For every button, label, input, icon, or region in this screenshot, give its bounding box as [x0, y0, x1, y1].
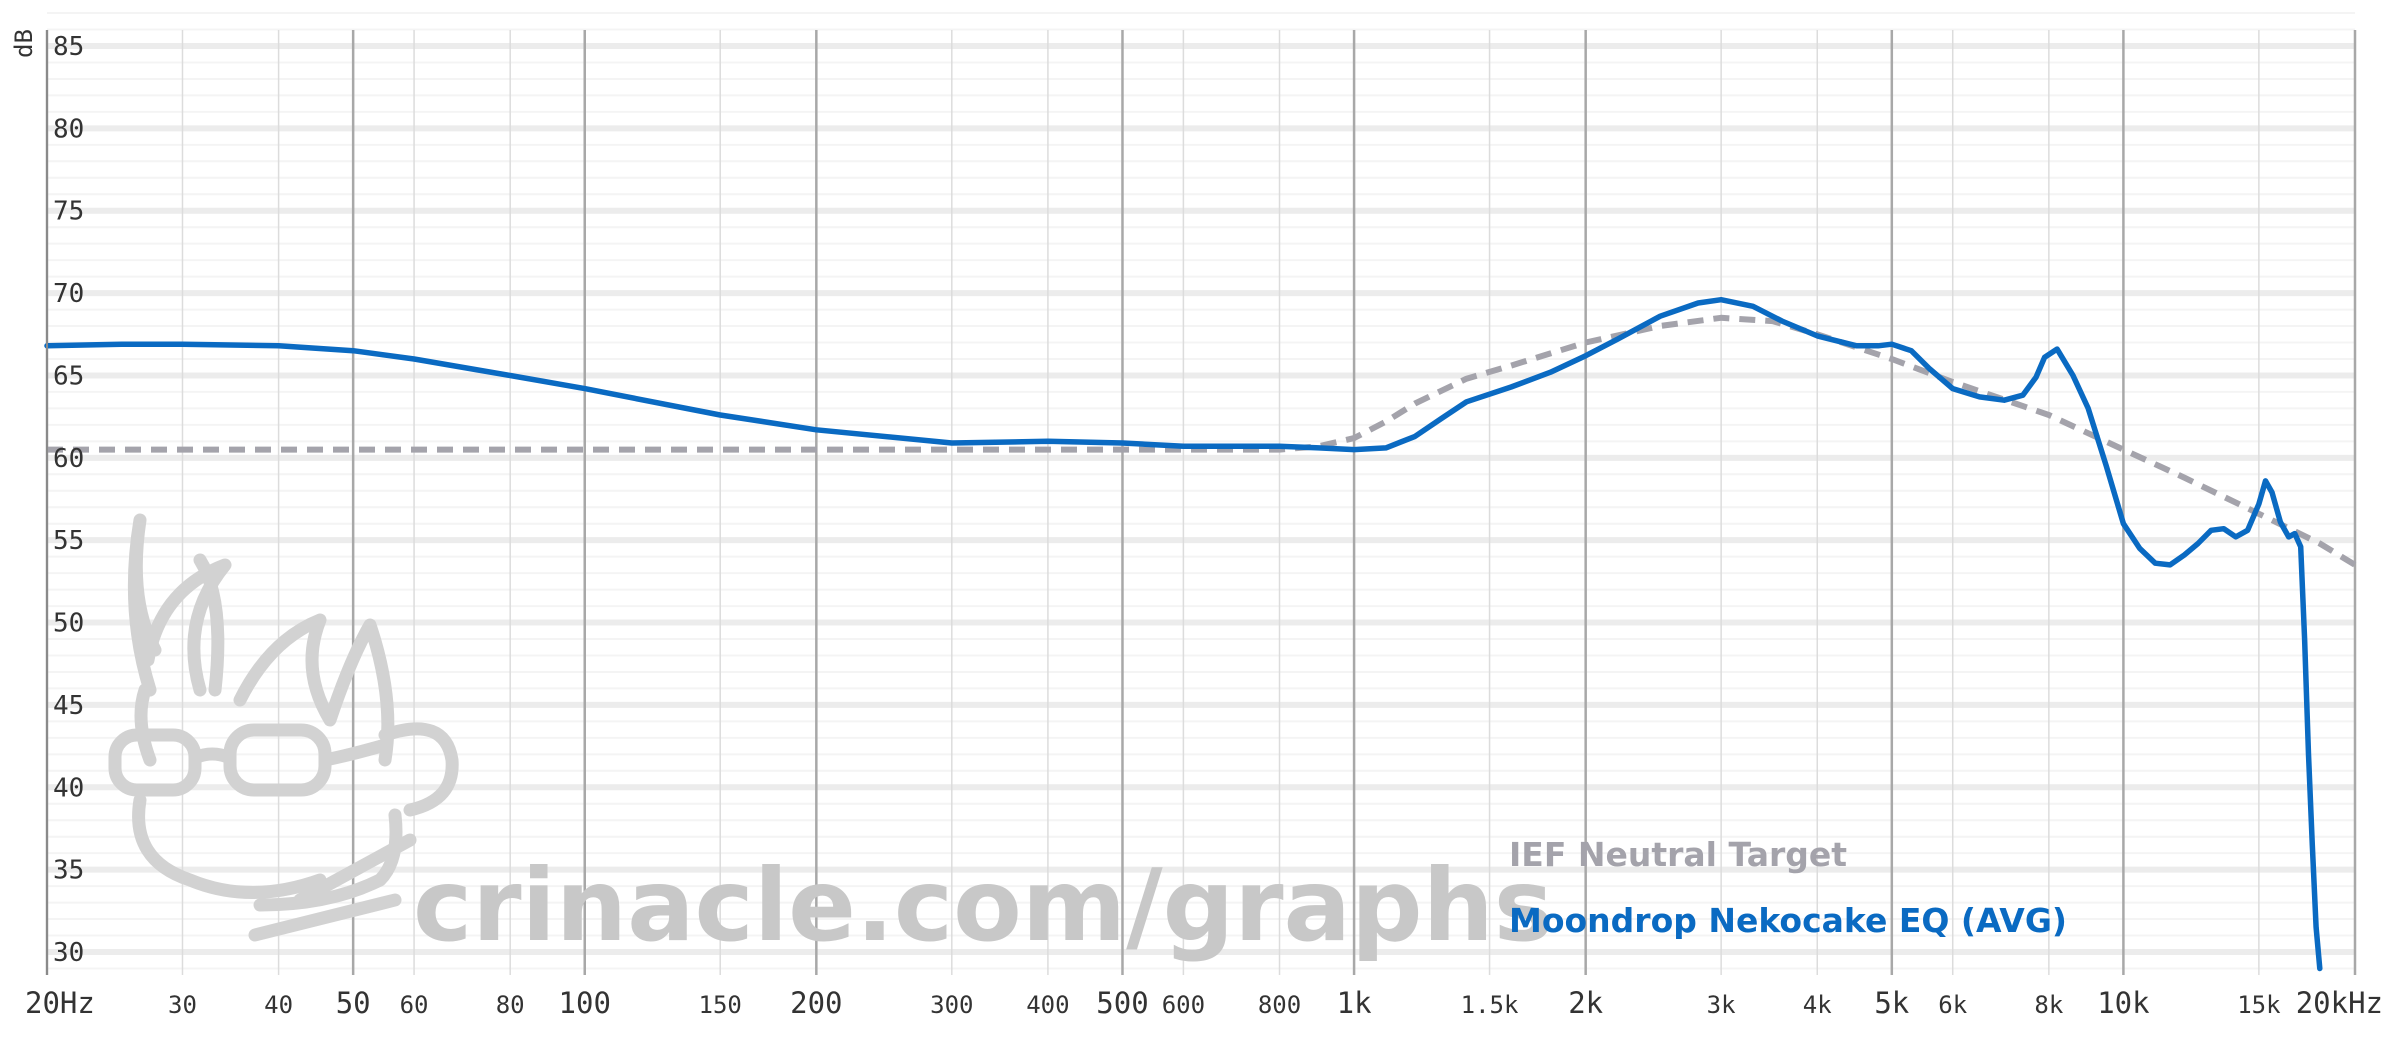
x-tick-label: 30	[168, 991, 197, 1019]
y-tick-label: 45	[53, 691, 84, 721]
x-tick-label: 8k	[2034, 991, 2063, 1019]
legend: IEF Neutral Target Moondrop Nekocake EQ …	[1509, 835, 2067, 940]
y-tick-label: 85	[53, 32, 84, 62]
y-tick-label: 50	[53, 609, 84, 639]
x-tick-label: 80	[496, 991, 525, 1019]
crinacle-mascot-logo	[108, 513, 459, 942]
y-tick-label: 70	[53, 279, 84, 309]
plot-area	[44, 296, 2357, 972]
x-tick-label: 400	[1026, 991, 1069, 1019]
y-tick-label: 30	[53, 938, 84, 968]
x-tick-label: 200	[790, 986, 842, 1020]
horizontal-gridlines	[47, 12, 2355, 970]
x-tick-label: 500	[1096, 986, 1148, 1020]
measurement-curve-line	[44, 296, 2323, 972]
legend-entry-measurement: Moondrop Nekocake EQ (AVG)	[1509, 901, 2067, 940]
x-tick-label: 600	[1162, 991, 1205, 1019]
y-tick-label: 60	[53, 444, 84, 474]
x-tick-label: 1k	[1337, 986, 1372, 1020]
y-tick-label: 80	[53, 114, 84, 144]
x-tick-label: 4k	[1803, 991, 1832, 1019]
x-tick-label: 40	[264, 991, 293, 1019]
y-axis-label: dB	[10, 29, 38, 58]
x-tick-label: 50	[336, 986, 371, 1020]
watermark-text: crinacle.com/graphs	[413, 847, 1553, 964]
x-tick-label: 20kHz	[2296, 986, 2383, 1020]
x-tick-label: 6k	[1938, 991, 1967, 1019]
x-tick-label: 2k	[1568, 986, 1603, 1020]
x-tick-label: 3k	[1707, 991, 1736, 1019]
x-tick-label: 150	[699, 991, 742, 1019]
x-tick-labels: 20Hz 30 40 50 60 80 100 150 200 300 400 500 600 800 1k…	[25, 986, 2383, 1020]
x-tick-label: 20Hz	[25, 986, 95, 1020]
y-tick-label: 40	[53, 773, 84, 803]
x-tick-label: 15k	[2237, 991, 2281, 1019]
x-tick-label: 800	[1258, 991, 1301, 1019]
x-tick-label: 100	[559, 986, 611, 1020]
y-tick-label: 55	[53, 526, 84, 556]
x-tick-label: 300	[930, 991, 973, 1019]
x-tick-label: 60	[400, 991, 429, 1019]
target-curve-line	[47, 314, 2357, 568]
x-tick-label: 10k	[2097, 986, 2150, 1020]
y-tick-label: 75	[53, 197, 84, 227]
legend-entry-target: IEF Neutral Target	[1509, 835, 1847, 874]
x-tick-label: 5k	[1874, 986, 1909, 1020]
y-tick-label: 35	[53, 856, 84, 886]
x-tick-label: 1.5k	[1461, 991, 1519, 1019]
y-tick-label: 65	[53, 361, 84, 391]
y-tick-labels: 85 80 75 70 65 60 55 50 45 40 35 30	[53, 32, 84, 968]
